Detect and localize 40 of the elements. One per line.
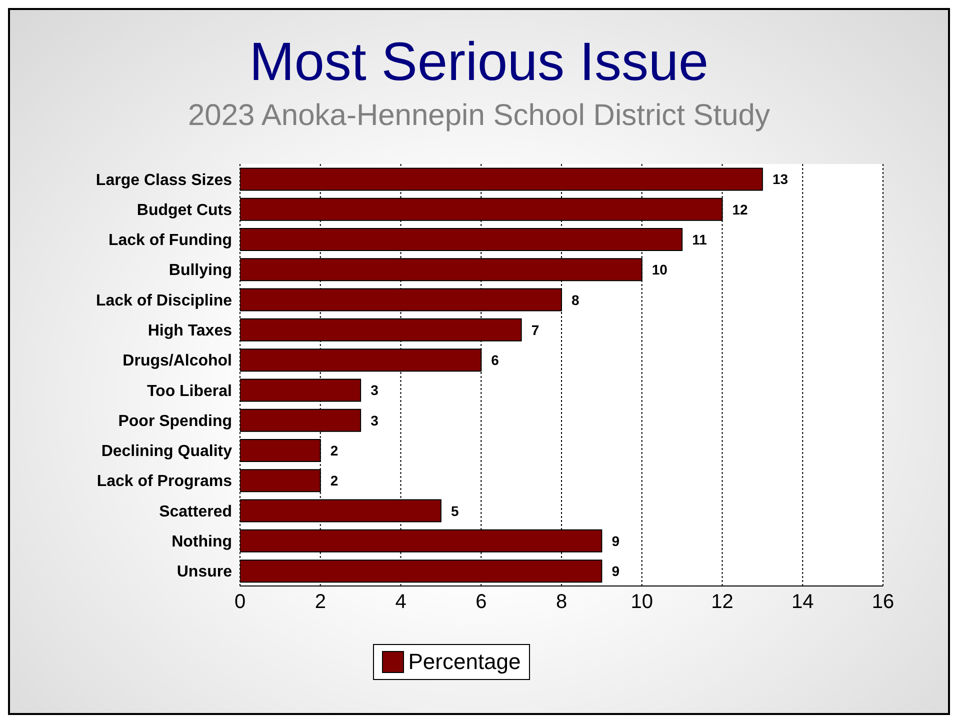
x-tick-label: 16 <box>872 591 894 614</box>
data-label: 9 <box>612 563 620 580</box>
data-label: 11 <box>692 231 708 248</box>
data-label: 6 <box>491 352 500 368</box>
y-tick-label: Too Liberal <box>146 382 232 400</box>
data-label: 9 <box>612 532 620 549</box>
y-tick-label: Budget Cuts <box>136 202 232 219</box>
y-tick-label: Declining Quality <box>101 443 232 460</box>
data-label: 2 <box>330 442 338 458</box>
data-label: 7 <box>531 322 540 338</box>
x-tick-label: 12 <box>711 591 734 614</box>
y-tick-label: Nothing <box>172 533 232 550</box>
y-tick-label: High Taxes <box>148 322 232 340</box>
chart-title: Most Serious Issue <box>248 32 710 92</box>
y-tick-label: Unsure <box>176 564 232 581</box>
y-tick-label: Lack of Funding <box>108 232 232 250</box>
data-label: 13 <box>772 171 788 188</box>
data-label: 5 <box>450 502 459 519</box>
legend-label: Percentage <box>408 649 521 675</box>
data-label: 10 <box>652 262 668 278</box>
y-tick-label: Scattered <box>159 503 232 520</box>
y-tick-label: Lack of Programs <box>96 473 232 490</box>
data-label: 8 <box>572 292 580 308</box>
x-tick-label: 0 <box>234 591 246 614</box>
x-tick-label: 8 <box>556 591 568 614</box>
x-tick-label: 6 <box>476 591 487 614</box>
chart-subtitle: 2023 Anoka-Hennepin School District Study <box>186 98 771 134</box>
x-tick-label: 10 <box>630 591 653 614</box>
x-tick-label: 4 <box>395 591 406 614</box>
y-tick-label: Large Class Sizes <box>96 172 232 189</box>
x-tick-label: 2 <box>314 591 326 614</box>
data-label: 3 <box>370 382 379 398</box>
data-label: 12 <box>732 201 748 218</box>
data-label: 3 <box>370 412 379 428</box>
y-tick-label: Lack of Discipline <box>96 292 232 310</box>
y-tick-label: Bullying <box>168 262 232 280</box>
y-tick-label: Drugs/Alcohol <box>122 352 232 370</box>
x-tick-label: 14 <box>792 591 814 614</box>
y-tick-label: Poor Spending <box>118 412 232 430</box>
data-label: 2 <box>330 472 338 489</box>
